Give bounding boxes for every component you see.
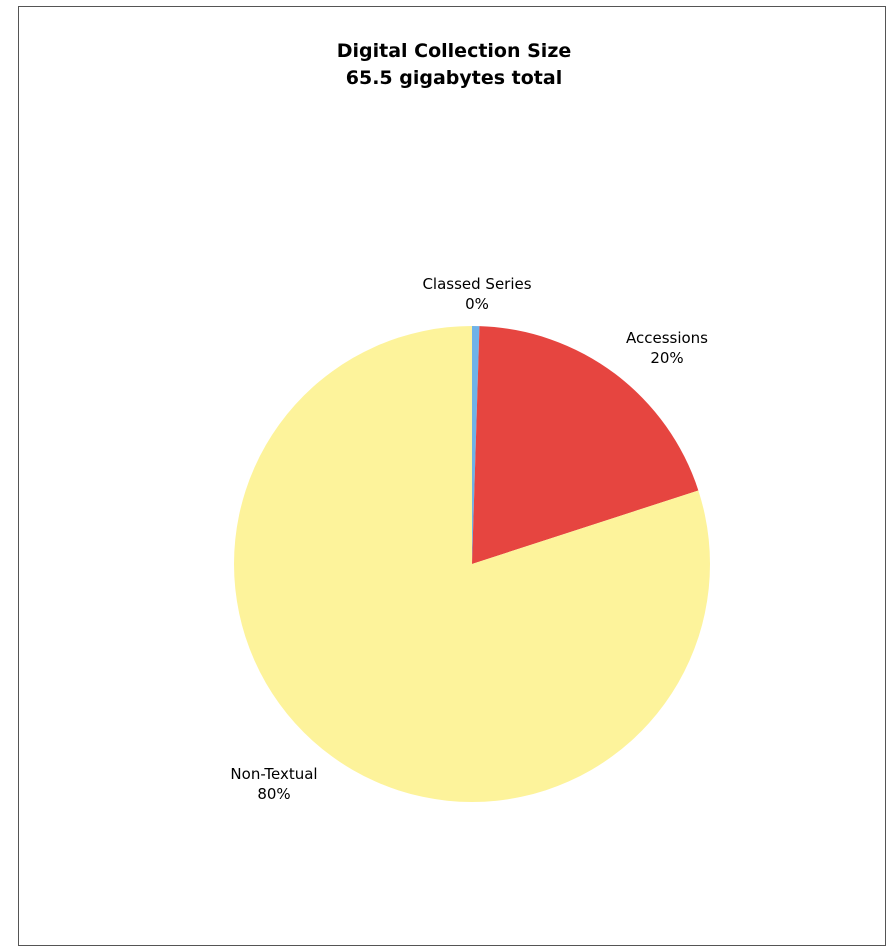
chart-title: Digital Collection Size: [337, 40, 572, 62]
slice-percent-label: 0%: [465, 295, 489, 313]
slice-name-label: Non-Textual: [230, 765, 317, 783]
slice-percent-label: 80%: [257, 785, 290, 803]
chart-subtitle: 65.5 gigabytes total: [346, 67, 562, 89]
pie-slice-accessions: [472, 326, 699, 564]
slice-name-label: Accessions: [626, 329, 708, 347]
slice-labels: Classed Series 0% Accessions 20% Non-Textual…: [230, 275, 708, 803]
slice-percent-label: 20%: [650, 349, 683, 367]
pie-slice-classed-series: [472, 326, 480, 564]
pie-slice-non-textual: [234, 326, 711, 802]
pie-slices: [234, 326, 711, 802]
slice-name-label: Classed Series: [422, 275, 531, 293]
